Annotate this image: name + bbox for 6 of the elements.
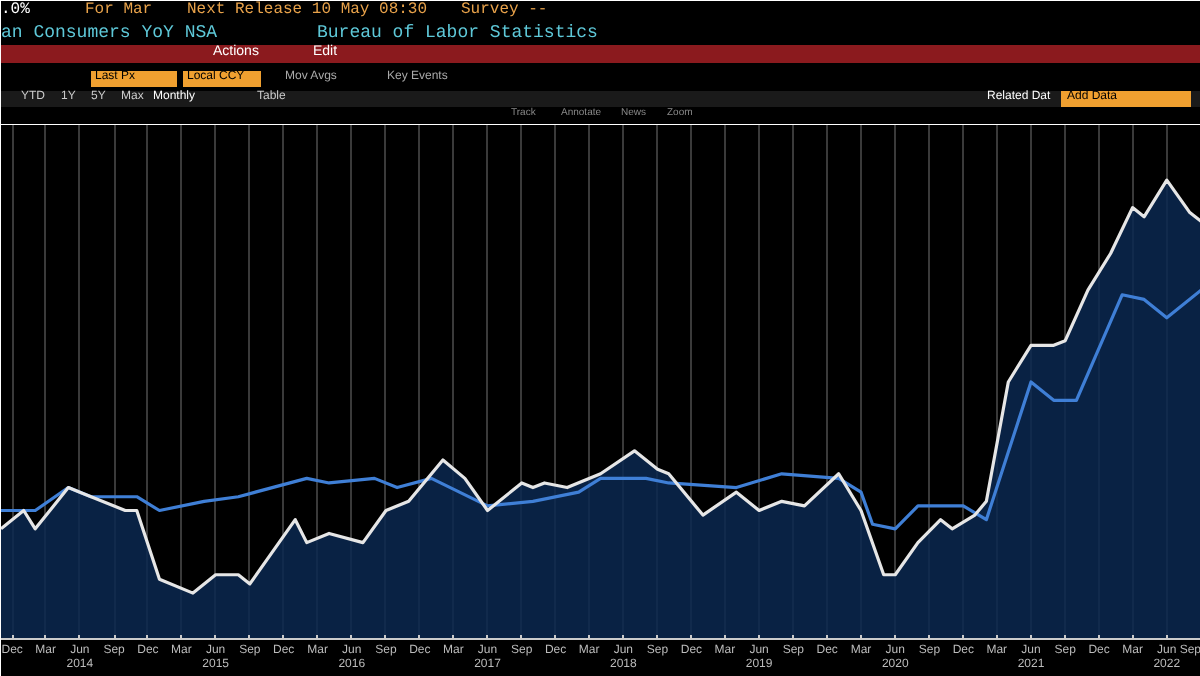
text: For Mar xyxy=(85,1,153,19)
text: .0% xyxy=(1,1,31,19)
chart-subtitle: Bureau of Labor Statistics xyxy=(317,23,598,43)
chart-title: an Consumers YoY NSA xyxy=(1,23,219,43)
text: Next Release 10 May 08:30 xyxy=(187,1,428,19)
text: Survey -- xyxy=(461,1,548,19)
